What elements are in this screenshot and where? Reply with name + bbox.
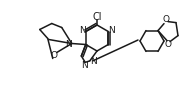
Text: Cl: Cl (92, 12, 102, 22)
Text: N: N (108, 26, 115, 35)
Text: N: N (81, 61, 87, 70)
Text: N: N (90, 57, 97, 66)
Text: O: O (163, 15, 169, 24)
Text: O: O (164, 40, 172, 49)
Text: N: N (65, 40, 72, 49)
Text: O: O (50, 51, 57, 60)
Text: N: N (79, 26, 86, 35)
